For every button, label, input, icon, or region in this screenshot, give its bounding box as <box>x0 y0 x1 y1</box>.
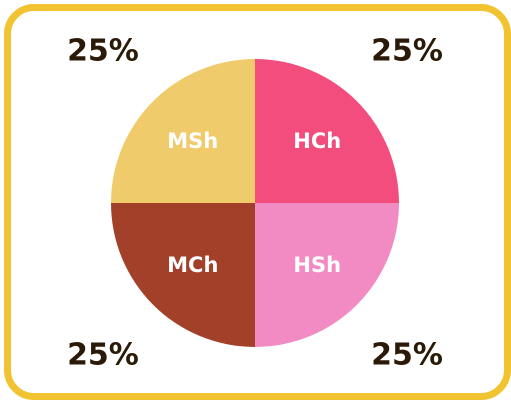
slice-label-msh: MSh <box>167 129 218 153</box>
pie-slice-hsh <box>255 203 399 347</box>
percent-label-msh: 25% <box>67 33 139 68</box>
pie-percent-labels: 25% 25% 25% 25% <box>67 33 443 372</box>
slice-label-mch: MCh <box>167 253 218 277</box>
percent-label-mch: 25% <box>67 338 139 373</box>
pie-slice-mch <box>111 203 255 347</box>
percent-label-hch: 25% <box>371 33 443 68</box>
pie-slice-labels: HCh HSh MCh MSh <box>167 129 341 277</box>
pie-slices <box>111 59 399 347</box>
slice-label-hsh: HSh <box>293 253 341 277</box>
pie-slice-msh <box>111 59 255 203</box>
percent-label-hsh: 25% <box>371 338 443 373</box>
slice-label-hch: HCh <box>293 129 341 153</box>
pie-slice-hch <box>255 59 399 203</box>
